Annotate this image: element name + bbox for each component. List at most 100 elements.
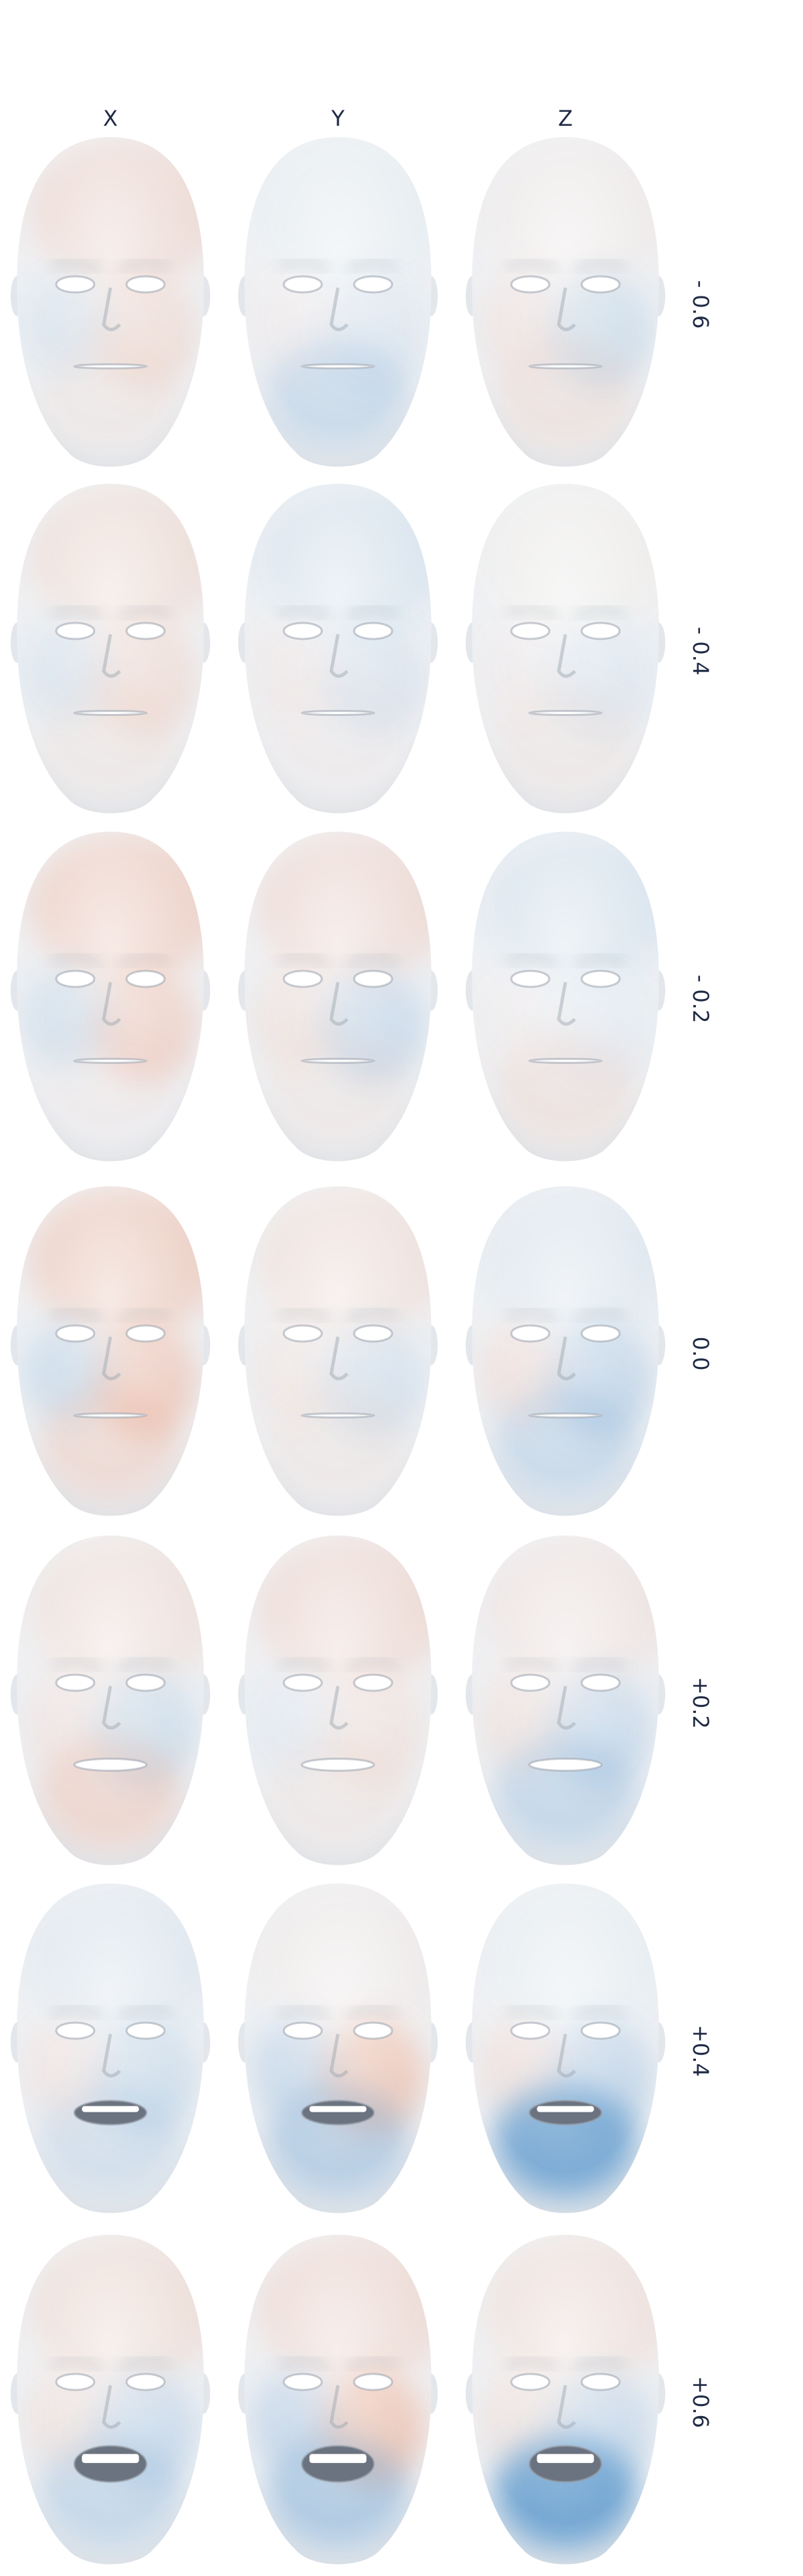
head-shading [244,832,432,1162]
head-shading [17,1536,204,1865]
brow-left [277,1657,331,1673]
row-labels: - 0.6 - 0.4 - 0.2 0.0 +0.2 +0.4 +0.6 [688,280,713,2428]
face-render [10,1186,211,1516]
face-render [465,832,666,1162]
brow-left [505,1657,558,1673]
mouth [73,2445,148,2483]
eye-right [353,275,393,294]
eye-left [282,1324,323,1343]
eye-right [125,622,166,640]
eye-right [353,1673,393,1692]
face-render [465,1883,666,2213]
brow-right [118,2356,171,2372]
teeth [309,2106,367,2112]
eye-left [55,1324,96,1343]
nose [102,2033,121,2078]
mouth [73,710,148,716]
head-shading [17,137,204,467]
teeth [309,1761,367,1766]
brow-right [118,605,171,621]
nose [329,2033,349,2078]
brow-right [345,2005,399,2021]
eye-right [580,275,621,294]
nose [557,2385,576,2429]
row-label: - 0.2 [688,975,713,1024]
face-render [10,1883,211,2213]
face-render [465,2235,666,2565]
mouth [73,363,148,369]
brow-right [345,953,399,969]
head-shading [472,832,659,1162]
brow-left [505,2005,558,2021]
nose [102,982,121,1026]
nose [102,287,121,331]
face-render [465,1536,666,1865]
teeth [82,2106,139,2112]
column-label-z: Z [558,106,573,131]
brow-left [50,258,103,274]
brow-left [277,258,331,274]
brow-right [118,1307,171,1323]
eye-left [55,970,96,988]
face-render [10,2235,211,2565]
brow-left [505,2356,558,2372]
brow-left [505,605,558,621]
mouth [73,1058,148,1064]
brow-right [573,953,626,969]
eye-right [353,970,393,988]
eye-right [125,2373,166,2391]
face-render [238,484,438,814]
face-render [465,484,666,814]
mouth [528,1412,603,1418]
head-shading [17,2235,204,2565]
row-label: - 0.4 [688,627,713,676]
column-label-y: Y [331,106,345,131]
nose [557,287,576,331]
eye-right [580,622,621,640]
brow-right [345,2356,399,2372]
brow-right [345,1657,399,1673]
brow-left [277,605,331,621]
face-render [10,137,211,467]
row-label: 0.0 [688,1337,713,1371]
face-render [238,2235,438,2565]
mouth [300,710,375,716]
face-render [10,832,211,1162]
face-render [238,1883,438,2213]
face-render [238,832,438,1162]
nose [557,1685,576,1730]
eye-left [282,2373,323,2391]
eye-left [282,970,323,988]
mouth [528,2100,603,2126]
eye-left [282,1673,323,1692]
row-label: +0.4 [688,2025,713,2077]
teeth [537,1761,594,1766]
eye-left [55,2021,96,2040]
eye-right [353,622,393,640]
eye-right [580,2021,621,2040]
eye-left [282,275,323,294]
brow-left [505,258,558,274]
brow-left [277,2005,331,2021]
mouth [300,1412,375,1418]
eye-right [353,2021,393,2040]
eye-right [125,970,166,988]
eye-right [125,275,166,294]
brow-right [573,2356,626,2372]
teeth [537,2106,594,2112]
nose [329,2385,349,2429]
brow-left [50,2005,103,2021]
eye-left [510,1324,551,1343]
mouth [300,1058,375,1064]
face-render [465,137,666,467]
brow-right [573,1307,626,1323]
brow-left [50,605,103,621]
head-shading [244,2235,432,2565]
mouth [528,710,603,716]
nose [557,634,576,678]
nose [557,2033,576,2078]
nose [329,634,349,678]
eye-right [580,1673,621,1692]
eye-right [580,970,621,988]
head-shading [244,1536,432,1865]
